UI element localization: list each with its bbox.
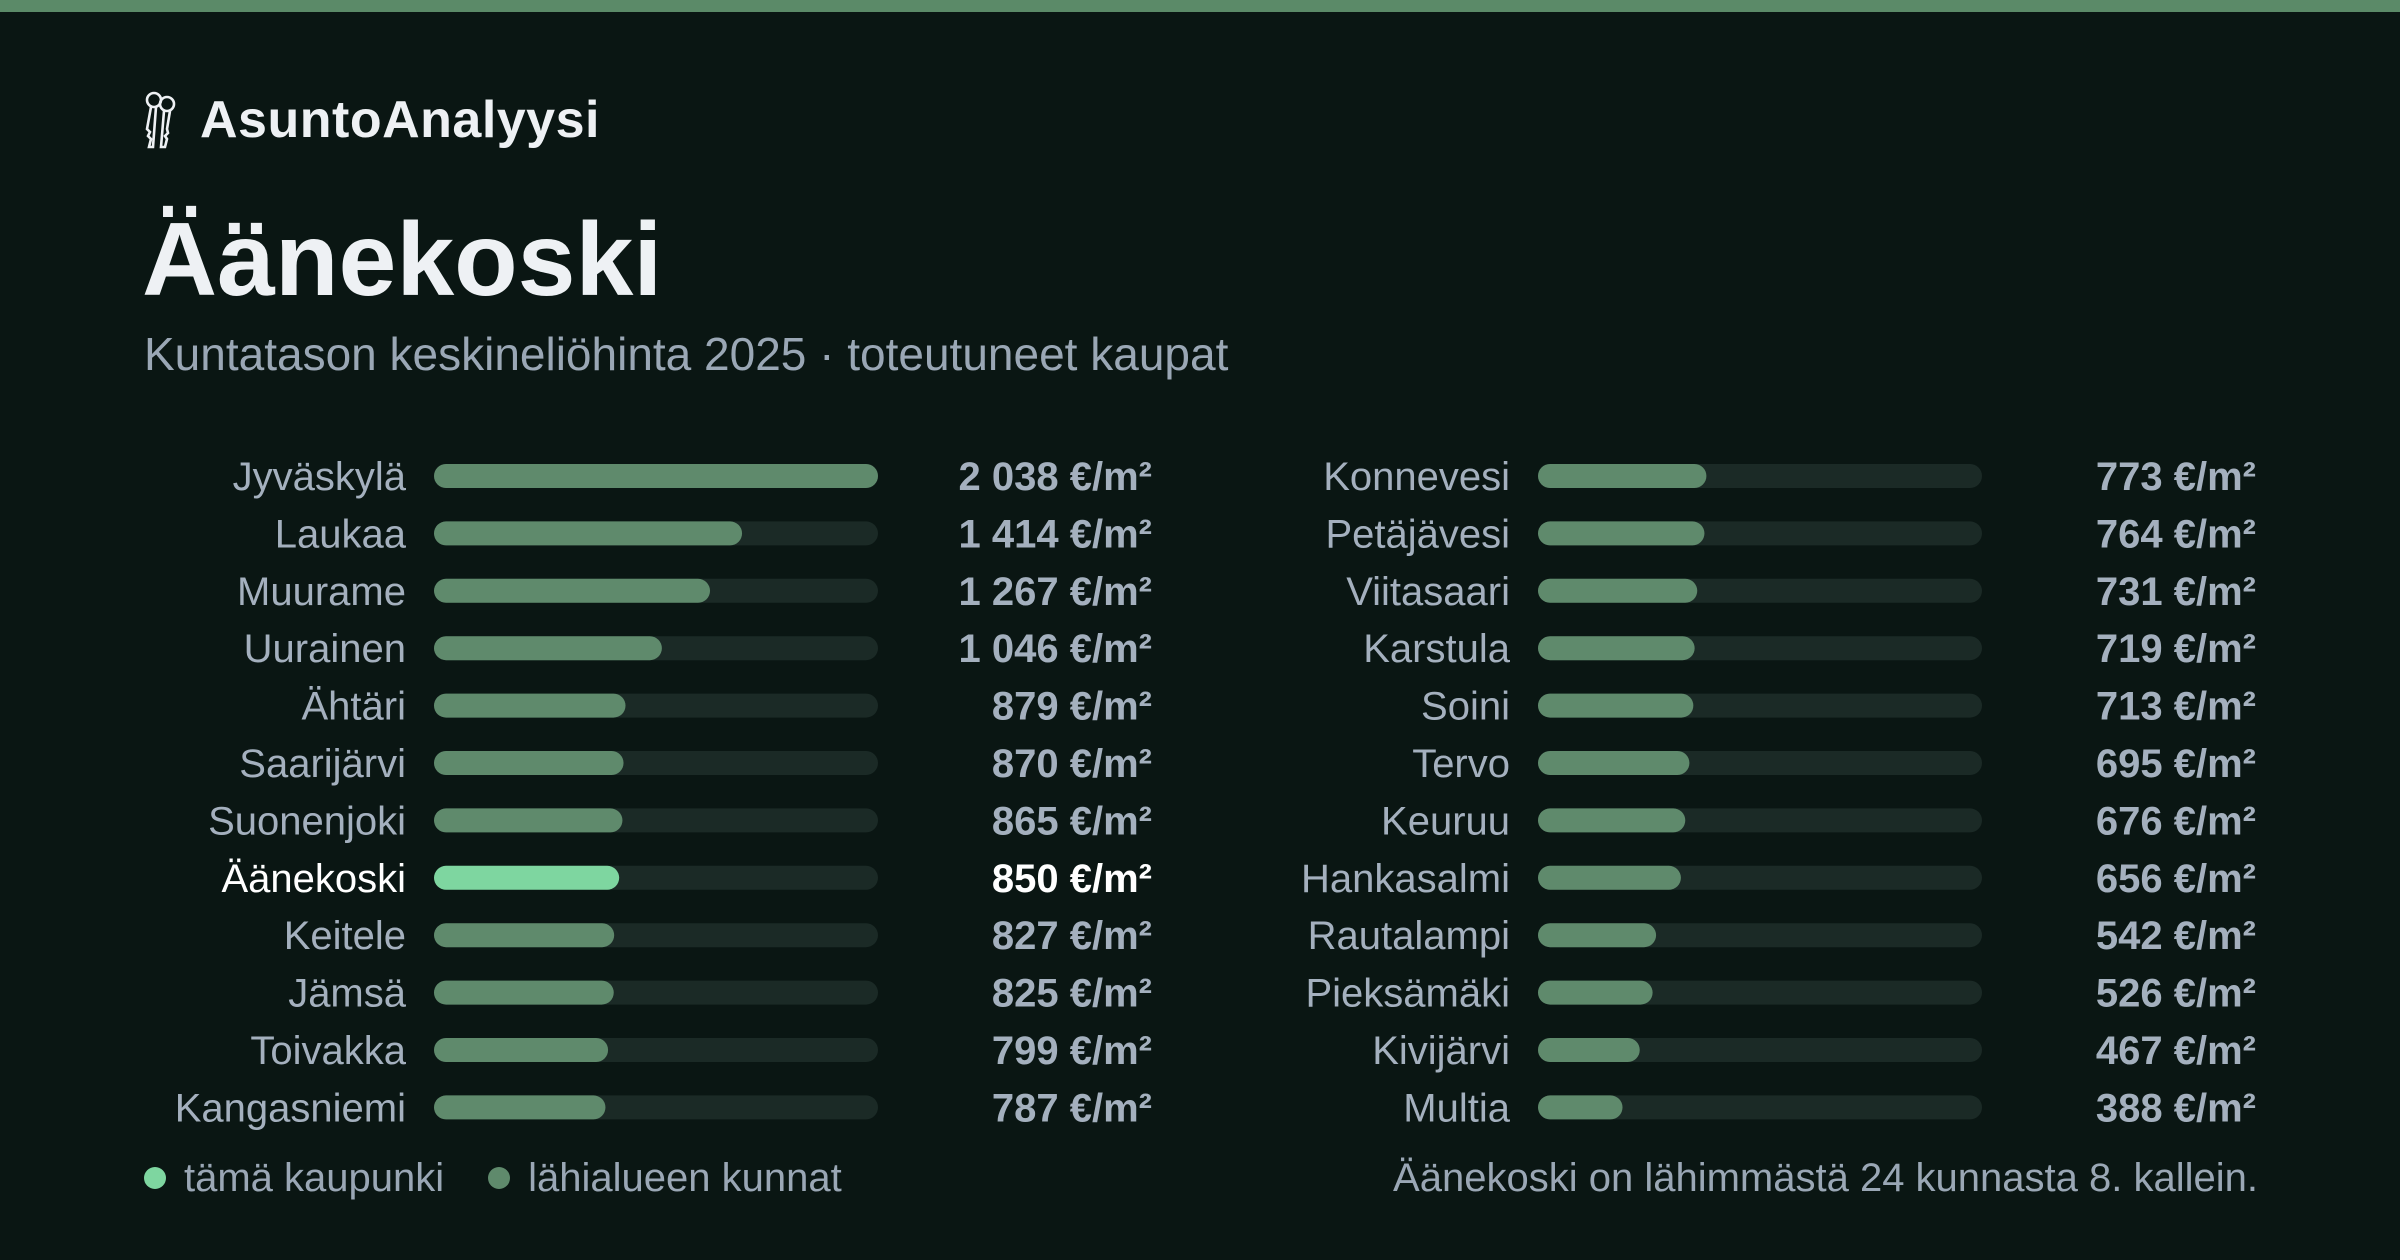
bar-muurame — [434, 578, 711, 603]
bar-keuruu — [1538, 808, 1686, 833]
bar-track-kivijärvi — [1538, 1038, 1982, 1062]
bar-value-laukaa: 1 414 €/m² — [959, 512, 1152, 556]
bar-label-toivakka: Toivakka — [250, 1029, 406, 1073]
bar-value-jämsä: 825 €/m² — [992, 972, 1152, 1016]
bar-ähtäri — [434, 693, 626, 718]
bar-kangasniemi — [434, 1095, 606, 1120]
legend-item-this-city: tämä kaupunki — [144, 1156, 444, 1201]
bar-value-viitasaari: 731 €/m² — [2096, 570, 2256, 614]
brand: AsuntoAnalyysi — [140, 88, 600, 152]
bar-value-toivakka: 799 €/m² — [992, 1029, 1152, 1073]
bar-label-tervo: Tervo — [1412, 742, 1510, 786]
bar-uurainen — [434, 636, 662, 661]
keys-icon — [145, 91, 176, 149]
bar-label-viitasaari: Viitasaari — [1346, 570, 1510, 614]
bar-value-soini: 713 €/m² — [2096, 685, 2256, 729]
brand-name: AsuntoAnalyysi — [200, 91, 600, 149]
bar-label-keitele: Keitele — [284, 914, 406, 958]
bar-value-ähtäri: 879 €/m² — [992, 685, 1152, 729]
bar-tervo — [1538, 751, 1690, 775]
bar-label-kangasniemi: Kangasniemi — [175, 1086, 406, 1130]
bar-pieksämäki — [1538, 980, 1653, 1005]
bar-label-multia: Multia — [1403, 1086, 1510, 1130]
legend-item-nearby: lähialueen kunnat — [488, 1156, 842, 1201]
bar-value-suonenjoki: 865 €/m² — [992, 799, 1152, 843]
bar-label-soini: Soini — [1421, 685, 1510, 729]
bar-label-rautalampi: Rautalampi — [1308, 914, 1510, 958]
bar-suonenjoki — [434, 808, 623, 833]
bar-keitele — [434, 923, 615, 948]
page-title: Äänekoski — [142, 202, 663, 318]
bar-label-saarijärvi: Saarijärvi — [239, 742, 406, 786]
bar-jyväskylä — [434, 464, 878, 488]
bar-value-saarijärvi: 870 €/m² — [992, 742, 1152, 786]
bar-äänekoski — [434, 865, 620, 890]
bar-value-jyväskylä: 2 038 €/m² — [959, 455, 1152, 499]
bar-label-kivijärvi: Kivijärvi — [1372, 1029, 1510, 1073]
bar-value-multia: 388 €/m² — [2096, 1086, 2256, 1130]
bar-saarijärvi — [434, 751, 624, 775]
bar-label-jämsä: Jämsä — [288, 972, 407, 1016]
bar-konnevesi — [1538, 464, 1707, 488]
legend-dot-nearby-icon — [488, 1167, 511, 1189]
bar-value-uurainen: 1 046 €/m² — [959, 627, 1152, 671]
bar-value-tervo: 695 €/m² — [2096, 742, 2256, 786]
bar-value-hankasalmi: 656 €/m² — [2096, 857, 2256, 901]
bar-label-äänekoski: Äänekoski — [221, 857, 406, 901]
bar-value-kivijärvi: 467 €/m² — [2096, 1029, 2256, 1073]
bar-karstula — [1538, 636, 1695, 661]
bar-value-rautalampi: 542 €/m² — [2096, 914, 2256, 958]
bar-value-kangasniemi: 787 €/m² — [992, 1086, 1152, 1130]
bar-track-multia — [1538, 1095, 1982, 1120]
bar-label-jyväskylä: Jyväskylä — [233, 455, 407, 499]
top-accent-bar — [0, 0, 2400, 12]
bar-label-suonenjoki: Suonenjoki — [208, 799, 406, 843]
bar-value-petäjävesi: 764 €/m² — [2096, 512, 2256, 556]
bar-rautalampi — [1538, 923, 1657, 948]
bar-value-äänekoski: 850 €/m² — [992, 857, 1152, 901]
bar-hankasalmi — [1538, 865, 1681, 890]
bar-label-keuruu: Keuruu — [1381, 799, 1510, 843]
bar-petäjävesi — [1538, 521, 1705, 546]
footnote: Äänekoski on lähimmästä 24 kunnasta 8. k… — [1393, 1156, 2258, 1200]
page-subtitle: Kuntatason keskineliöhinta 2025 · toteut… — [144, 328, 1229, 380]
bar-label-pieksämäki: Pieksämäki — [1305, 972, 1510, 1016]
bar-value-keitele: 827 €/m² — [992, 914, 1152, 958]
bar-toivakka — [434, 1038, 609, 1062]
bar-label-uurainen: Uurainen — [244, 627, 406, 671]
legend: tämä kaupunki lähialueen kunnat — [144, 1150, 886, 1206]
bar-viitasaari — [1538, 578, 1698, 603]
bar-label-hankasalmi: Hankasalmi — [1301, 857, 1510, 901]
legend-dot-highlight-icon — [144, 1167, 166, 1189]
bar-label-karstula: Karstula — [1363, 627, 1510, 671]
bar-value-konnevesi: 773 €/m² — [2096, 455, 2256, 499]
bar-laukaa — [434, 521, 743, 546]
legend-label-this-city: tämä kaupunki — [184, 1155, 445, 1200]
bar-value-pieksämäki: 526 €/m² — [2096, 972, 2256, 1016]
bar-label-ähtäri: Ähtäri — [302, 685, 407, 729]
bar-multia — [1538, 1095, 1623, 1120]
bar-kivijärvi — [1538, 1038, 1640, 1062]
bar-label-konnevesi: Konnevesi — [1323, 455, 1510, 499]
bar-value-keuruu: 676 €/m² — [2096, 799, 2256, 843]
bar-label-muurame: Muurame — [237, 570, 406, 614]
legend-label-nearby: lähialueen kunnat — [528, 1155, 842, 1200]
bar-label-laukaa: Laukaa — [275, 512, 407, 556]
bar-label-petäjävesi: Petäjävesi — [1325, 512, 1510, 556]
bar-value-karstula: 719 €/m² — [2096, 627, 2256, 671]
bar-soini — [1538, 693, 1694, 718]
bar-jämsä — [434, 980, 614, 1005]
bar-value-muurame: 1 267 €/m² — [959, 570, 1152, 614]
